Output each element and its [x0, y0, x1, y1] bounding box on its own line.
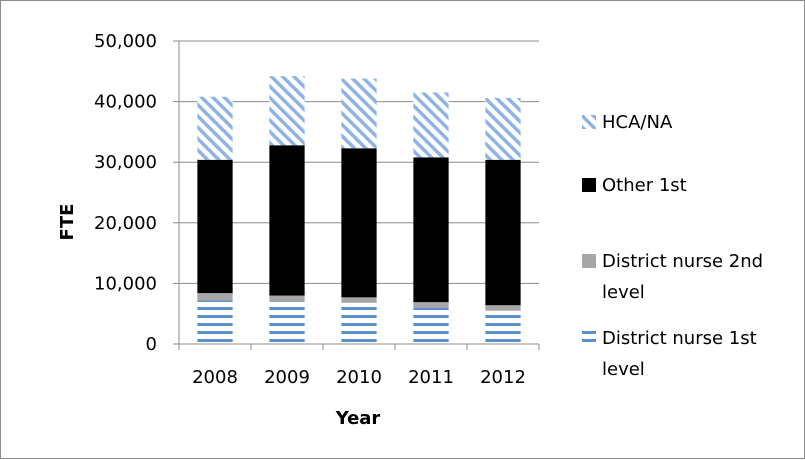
- y-tick-label: 30,000: [94, 152, 157, 173]
- bar-segment-3: [413, 157, 449, 303]
- bar-segment-3: [269, 145, 305, 296]
- x-tick-label: 2008: [192, 367, 238, 388]
- bar-segment-2: [269, 295, 305, 302]
- bar-segment-3: [485, 159, 521, 306]
- legend-label: District nurse 1st: [602, 328, 757, 349]
- bar-segment-2: [413, 302, 449, 308]
- bar-segment-1: [485, 310, 521, 344]
- legend-swatch: [582, 331, 596, 345]
- bar-segment-1: [269, 301, 305, 344]
- bar-segment-3: [341, 148, 377, 298]
- bar-segment-1: [197, 300, 233, 344]
- y-axis-title: FTE: [57, 204, 78, 241]
- y-tick-label: 20,000: [94, 213, 157, 234]
- legend-label: Other 1st: [602, 175, 687, 196]
- bar-segment-2: [197, 293, 233, 301]
- bar-segment-4: [413, 92, 449, 158]
- legend: HCA/NA Other 1st District nurse 2nd level Di…: [582, 112, 763, 380]
- y-tick-label: 40,000: [94, 92, 157, 113]
- bar-segment-1: [341, 302, 377, 344]
- bar-segment-1: [413, 307, 449, 344]
- bar-segment-2: [485, 305, 521, 311]
- y-tick-label: 50,000: [94, 31, 157, 52]
- bar-segment-4: [485, 97, 521, 160]
- bar-segment-4: [197, 96, 233, 160]
- bar-segment-4: [341, 78, 377, 149]
- axes-group: [178, 41, 540, 350]
- legend-label: level: [602, 359, 645, 380]
- tick-labels: 0 10,000 20,000 30,000 40,000 50,000 2008 2009 2…: [94, 31, 526, 388]
- x-tick-label: 2011: [408, 367, 454, 388]
- x-tick-label: 2009: [264, 367, 310, 388]
- x-tick-label: 2012: [480, 367, 526, 388]
- legend-swatch: [582, 115, 596, 129]
- bar-segment-4: [269, 76, 305, 146]
- y-tick-label: 10,000: [94, 273, 157, 294]
- legend-swatch: [582, 254, 596, 268]
- x-axis-title: Year: [335, 408, 381, 429]
- legend-label: level: [602, 282, 645, 303]
- bars-group: [197, 76, 521, 344]
- legend-label: District nurse 2nd: [602, 251, 763, 272]
- legend-swatch: [582, 178, 596, 192]
- bar-segment-3: [197, 159, 233, 294]
- bar-segment-2: [341, 297, 377, 303]
- legend-label: HCA/NA: [602, 112, 673, 133]
- y-tick-label: 0: [146, 334, 157, 355]
- x-tick-label: 2010: [336, 367, 382, 388]
